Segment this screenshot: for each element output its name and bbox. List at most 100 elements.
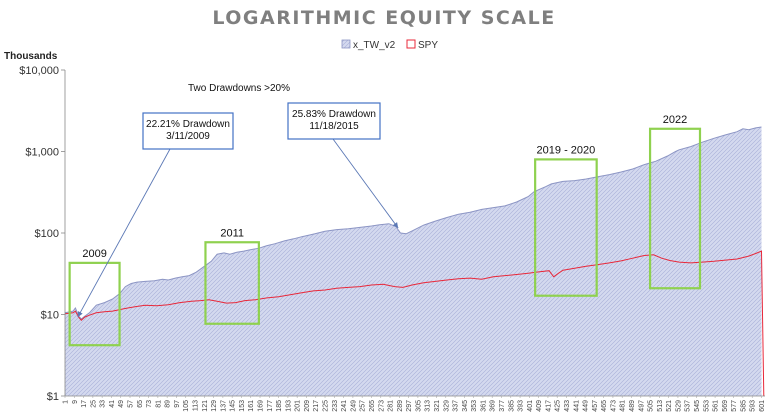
x-tick-label: 401 <box>527 400 534 412</box>
x-tick-label: 153 <box>239 400 246 412</box>
highlight-boxes: 2009 2011 2019 - 2020 2022 <box>68 114 702 347</box>
legend-swatch-area <box>341 39 351 49</box>
x-tick-label: 545 <box>694 400 701 412</box>
x-tick-label: 553 <box>703 400 710 412</box>
y-ticks: $1 $10 $100 $1,000 $10,000 <box>19 65 65 403</box>
x-tick-label: 17 <box>81 400 88 408</box>
legend-label-area: x_TW_v2 <box>353 40 396 51</box>
annotations: Two Drawdowns >20% 22.21% Drawdown3/11/20… <box>77 83 399 318</box>
x-tick-label: 137 <box>220 400 227 412</box>
highlight-box-label: 2009 <box>82 248 106 260</box>
annotation-arrowhead <box>392 222 399 229</box>
x-tick-label: 433 <box>564 400 571 412</box>
x-tick-label: 225 <box>323 400 330 412</box>
x-tick-label: 241 <box>341 400 348 412</box>
x-tick-label: 505 <box>648 400 655 412</box>
x-tick-label: 33 <box>100 400 107 408</box>
x-tick-label: 73 <box>146 400 153 408</box>
x-tick-label: 593 <box>750 400 757 412</box>
series-area-edge <box>64 126 762 320</box>
x-tick-label: 537 <box>685 400 692 412</box>
annotation-box <box>287 102 381 140</box>
annotation-heading: Two Drawdowns >20% <box>188 83 290 94</box>
annotation-text: 3/11/2009 <box>166 131 210 142</box>
x-tick-label: 97 <box>174 400 181 408</box>
legend-swatch-line <box>406 39 416 49</box>
x-tick-label: 457 <box>592 400 599 412</box>
x-tick-label: 305 <box>415 400 422 412</box>
highlight-box-label: 2022 <box>663 114 687 126</box>
x-tick-label: 529 <box>675 400 682 412</box>
x-tick-label: 25 <box>90 400 97 408</box>
x-tick-label: 313 <box>425 400 432 412</box>
x-tick-label: 337 <box>453 400 460 412</box>
annotation-arrow <box>332 138 399 229</box>
x-tick-label: 265 <box>369 400 376 412</box>
x-tick-label: 201 <box>295 400 302 412</box>
x-tick-label: 113 <box>193 400 200 411</box>
y-tick-label: $10,000 <box>19 65 59 77</box>
x-tick-label: 441 <box>573 400 580 412</box>
x-ticks: 1 9 17 25 33 41 49 57 65 73 81 89 97 105 113 121 129 137 1… <box>63 396 766 412</box>
x-tick-label: 121 <box>202 400 209 412</box>
plot-area <box>64 126 765 397</box>
x-tick-label: 385 <box>508 400 515 412</box>
x-tick-label: 41 <box>109 400 116 408</box>
x-tick-label: 81 <box>155 400 162 408</box>
legend: x_TW_v2 SPY <box>341 39 438 51</box>
x-tick-label: 289 <box>397 400 404 412</box>
x-tick-label: 377 <box>499 400 506 412</box>
x-tick-label: 49 <box>118 400 125 408</box>
x-tick-label: 57 <box>128 400 135 408</box>
x-tick-label: 585 <box>740 400 747 412</box>
annotation-arrow <box>77 148 171 318</box>
highlight-box <box>648 127 702 290</box>
annotation-text: 11/18/2015 <box>309 121 359 132</box>
annotation-text: 22.21% Drawdown <box>146 119 230 130</box>
highlight-box <box>68 261 121 347</box>
x-tick-label: 393 <box>518 400 525 412</box>
x-tick-label: 193 <box>285 400 292 412</box>
highlight-box <box>534 158 598 297</box>
x-tick-label: 89 <box>165 400 172 408</box>
x-tick-label: 481 <box>620 400 627 412</box>
x-tick-label: 273 <box>378 400 385 412</box>
x-tick-label: 233 <box>332 400 339 412</box>
x-tick-label: 601 <box>759 400 766 412</box>
highlight-box-label: 2019 - 2020 <box>537 144 596 156</box>
x-tick-label: 209 <box>304 400 311 412</box>
annotation-text: 25.83% Drawdown <box>292 109 376 120</box>
x-tick-label: 577 <box>731 400 738 412</box>
x-tick-label: 161 <box>248 400 255 412</box>
x-tick-label: 449 <box>583 400 590 412</box>
x-tick-label: 497 <box>638 400 645 412</box>
annotation-arrowhead <box>77 311 83 318</box>
x-tick-label: 169 <box>258 400 265 412</box>
highlight-box-label: 2011 <box>220 227 244 239</box>
x-tick-label: 321 <box>434 400 441 412</box>
legend-label-line: SPY <box>418 40 438 51</box>
x-tick-label: 409 <box>536 400 543 412</box>
x-tick-label: 145 <box>230 400 237 412</box>
x-tick-label: 177 <box>267 400 274 412</box>
x-tick-label: 561 <box>713 400 720 412</box>
x-tick-label: 569 <box>722 400 729 412</box>
x-tick-label: 9 <box>72 400 79 404</box>
x-tick-label: 185 <box>276 400 283 412</box>
chart-title: LOGARITHMIC EQUITY SCALE <box>212 7 555 29</box>
x-tick-label: 297 <box>406 400 413 412</box>
series-area-x-tw-v2 <box>65 127 762 396</box>
x-tick-label: 425 <box>555 400 562 412</box>
x-tick-label: 105 <box>183 400 190 412</box>
x-tick-label: 465 <box>601 400 608 412</box>
x-tick-label: 345 <box>462 400 469 412</box>
x-tick-label: 361 <box>480 400 487 412</box>
x-tick-label: 329 <box>443 400 450 412</box>
y-axis-label: Thousands <box>4 51 58 62</box>
x-tick-label: 353 <box>471 400 478 412</box>
x-tick-label: 1 <box>63 400 70 404</box>
y-tick-label: $10 <box>41 310 59 322</box>
annotation-box <box>142 112 234 150</box>
y-tick-label: $100 <box>35 228 59 240</box>
